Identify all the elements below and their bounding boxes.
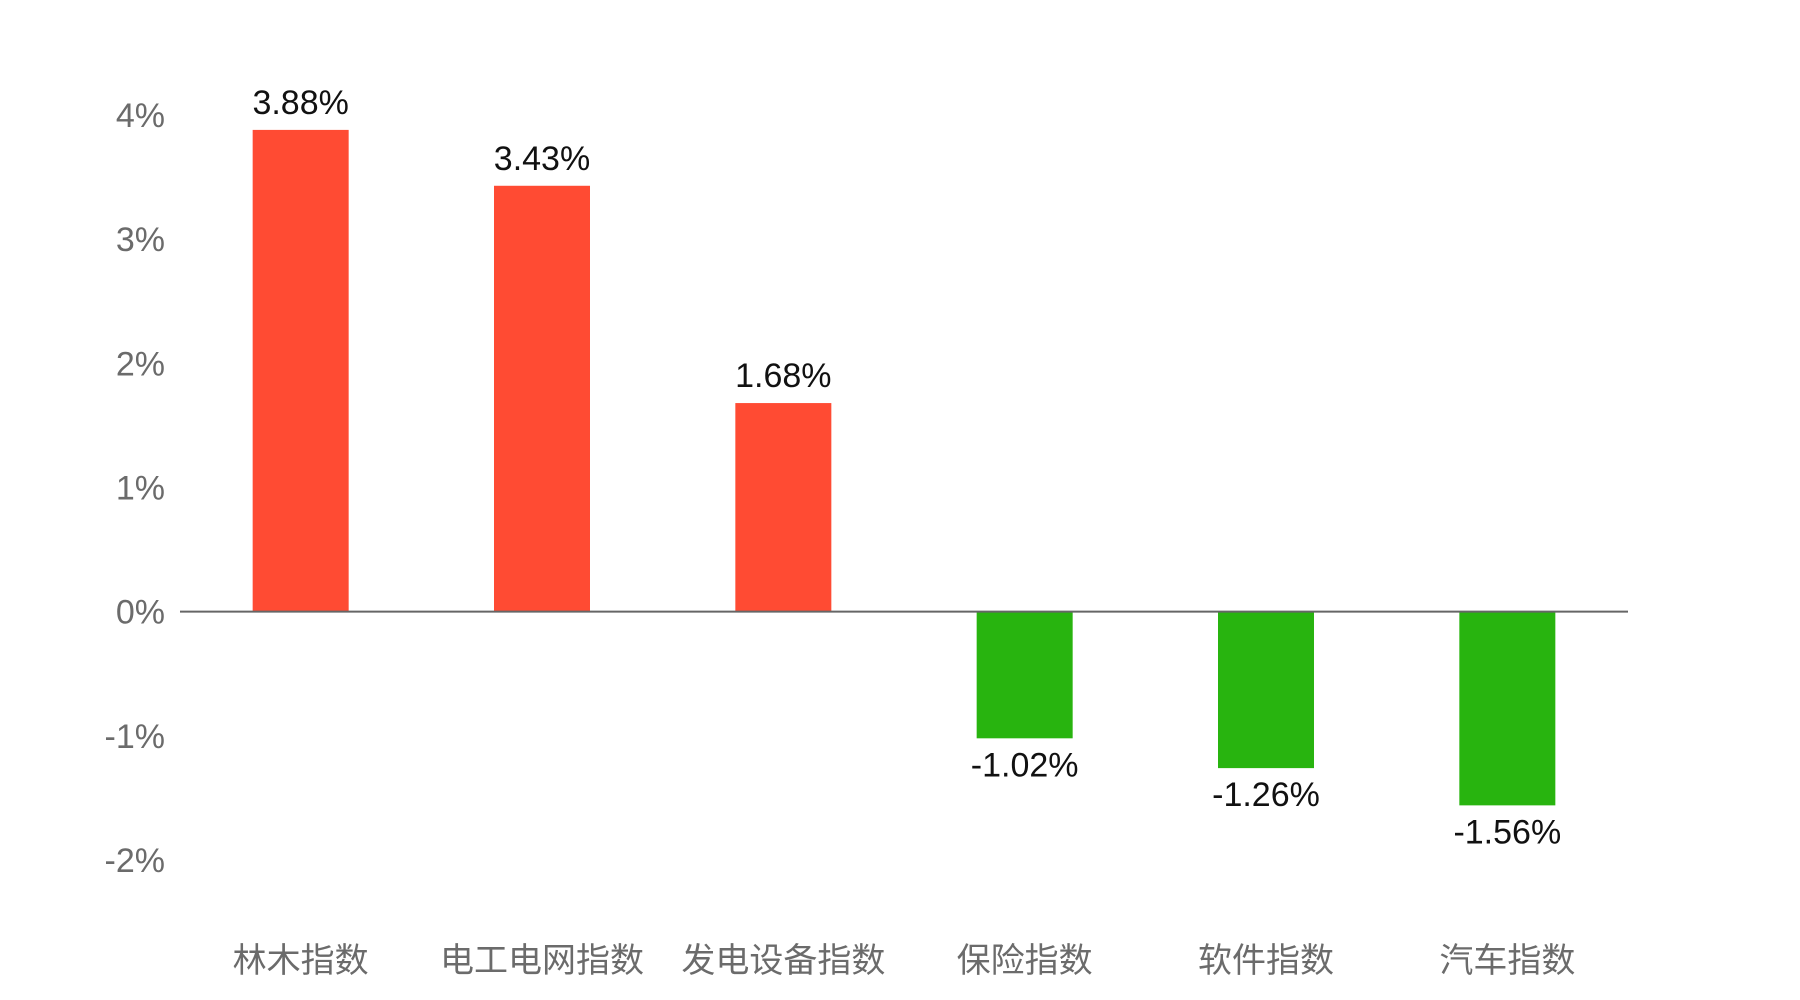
data-label: -1.02%: [971, 746, 1079, 784]
category-label: 汽车指数: [1439, 941, 1575, 981]
data-labels-group: 3.88% 3.43% 1.68% -1.02% -1.26% -1.56%: [252, 84, 1561, 851]
category-label: 保险指数: [957, 941, 1093, 981]
bar: [1459, 611, 1556, 806]
bar: [976, 611, 1073, 739]
category-labels-group: 林木指数 电工电网指数 发电设备指数 保险指数 软件指数 汽车指数: [233, 941, 1576, 981]
y-tick-label: 3%: [116, 221, 165, 259]
category-label: 电工电网指数: [440, 941, 644, 981]
bar: [252, 129, 349, 612]
data-label: -1.56%: [1453, 813, 1561, 851]
category-label: 软件指数: [1198, 941, 1334, 981]
y-tick-label: 1%: [116, 470, 165, 508]
data-label: 1.68%: [735, 357, 831, 395]
data-label: -1.26%: [1212, 776, 1320, 814]
bar: [1218, 611, 1314, 769]
bar: [735, 403, 832, 612]
y-tick-label: -1%: [105, 718, 165, 756]
y-tick-label: 2%: [116, 345, 165, 383]
data-label: 3.43%: [494, 140, 590, 178]
category-label: 林木指数: [233, 941, 369, 981]
bar: [494, 185, 590, 612]
y-axis-ticks: 4% 3% 2% 1% 0% -1% -2%: [105, 97, 165, 880]
category-label: 发电设备指数: [681, 941, 885, 981]
data-label: 3.88%: [252, 84, 348, 122]
bars-group: [252, 129, 1556, 806]
y-tick-label: -2%: [105, 842, 165, 880]
y-tick-label: 0%: [116, 594, 165, 632]
y-tick-label: 4%: [116, 97, 165, 135]
